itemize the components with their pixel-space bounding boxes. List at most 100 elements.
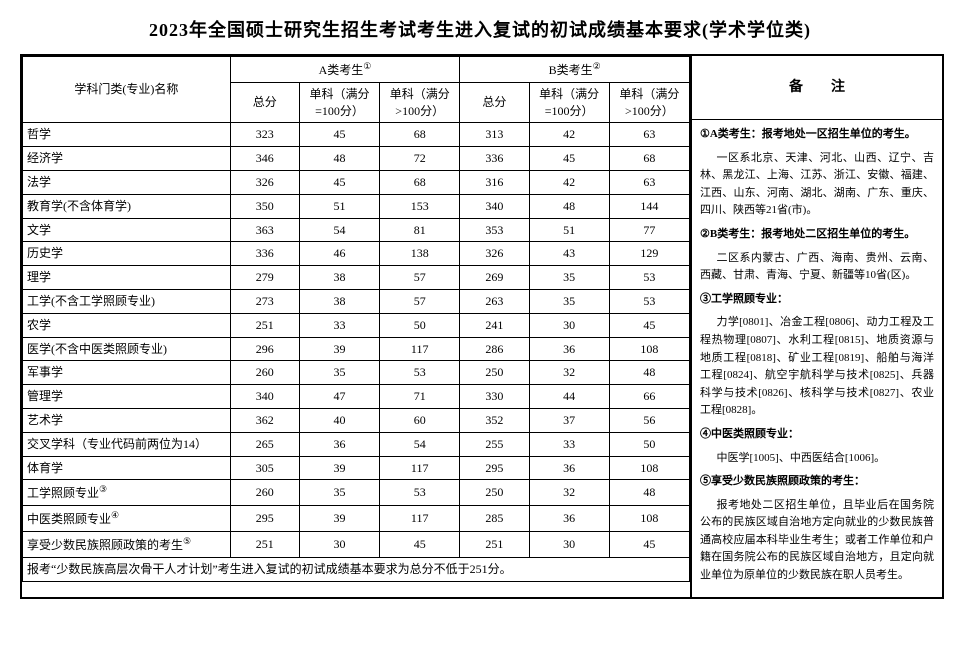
cell-score: 45 [529, 147, 609, 171]
cell-score: 44 [529, 385, 609, 409]
table-row: 工学(不含工学照顾专业)27338572633553 [23, 289, 690, 313]
cell-score: 51 [299, 194, 379, 218]
notes-panel: 备注 ①A类考生：报考地处一区招生单位的考生。一区系北京、天津、河北、山西、辽宁… [690, 56, 942, 597]
row-sup: ④ [111, 510, 119, 520]
cell-name: 军事学 [23, 361, 231, 385]
cell-score: 57 [380, 289, 460, 313]
cell-score: 30 [529, 313, 609, 337]
cell-score: 47 [299, 385, 379, 409]
cell-score: 241 [460, 313, 529, 337]
header-b-subgt100: 单科（满分>100分） [609, 82, 689, 123]
cell-score: 326 [460, 242, 529, 266]
cell-name: 理学 [23, 266, 231, 290]
cell-score: 352 [460, 408, 529, 432]
cell-name: 哲学 [23, 123, 231, 147]
table-row: 交叉学科（专业代码前两位为14）26536542553350 [23, 432, 690, 456]
cell-score: 153 [380, 194, 460, 218]
cell-score: 350 [230, 194, 299, 218]
cell-score: 250 [460, 480, 529, 506]
cell-score: 35 [299, 361, 379, 385]
header-b-total: 总分 [460, 82, 529, 123]
cell-score: 108 [609, 456, 689, 480]
cell-name: 历史学 [23, 242, 231, 266]
cell-score: 340 [230, 385, 299, 409]
cell-score: 68 [380, 123, 460, 147]
cell-name: 管理学 [23, 385, 231, 409]
cell-score: 36 [529, 337, 609, 361]
cell-name: 交叉学科（专业代码前两位为14） [23, 432, 231, 456]
table-row: 理学27938572693553 [23, 266, 690, 290]
cell-score: 50 [609, 432, 689, 456]
cell-score: 42 [529, 170, 609, 194]
cell-score: 117 [380, 456, 460, 480]
cell-score: 138 [380, 242, 460, 266]
cell-score: 336 [230, 242, 299, 266]
table-row: 中医类照顾专业④2953911728536108 [23, 506, 690, 532]
cell-score: 32 [529, 361, 609, 385]
cell-score: 260 [230, 361, 299, 385]
cell-score: 66 [609, 385, 689, 409]
cell-score: 37 [529, 408, 609, 432]
header-discipline: 学科门类(专业)名称 [23, 57, 231, 123]
cell-score: 45 [380, 531, 460, 557]
cell-score: 260 [230, 480, 299, 506]
cell-score: 108 [609, 506, 689, 532]
row-sup: ③ [99, 484, 107, 494]
notes-header: 备注 [692, 56, 942, 120]
table-row: 经济学34648723364568 [23, 147, 690, 171]
cell-score: 48 [609, 361, 689, 385]
cell-score: 40 [299, 408, 379, 432]
table-row: 艺术学36240603523756 [23, 408, 690, 432]
notes-body: ①A类考生：报考地处一区招生单位的考生。一区系北京、天津、河北、山西、辽宁、吉林… [692, 120, 942, 597]
cell-score: 43 [529, 242, 609, 266]
note-item: 二区系内蒙古、广西、海南、贵州、云南、西藏、甘肃、青海、宁夏、新疆等10省(区)… [700, 250, 934, 285]
cell-score: 265 [230, 432, 299, 456]
cell-score: 362 [230, 408, 299, 432]
cell-name: 经济学 [23, 147, 231, 171]
table-row: 体育学3053911729536108 [23, 456, 690, 480]
cell-score: 53 [380, 361, 460, 385]
cell-score: 295 [460, 456, 529, 480]
cell-score: 251 [230, 531, 299, 557]
cell-score: 30 [529, 531, 609, 557]
cell-score: 38 [299, 289, 379, 313]
table-row: 法学32645683164263 [23, 170, 690, 194]
table-row: 工学照顾专业③26035532503248 [23, 480, 690, 506]
table-row: 管理学34047713304466 [23, 385, 690, 409]
score-table: 学科门类(专业)名称 A类考生① B类考生② 总分 单科（满分=100分） 单科… [22, 56, 690, 582]
note-item: 一区系北京、天津、河北、山西、辽宁、吉林、黑龙江、上海、江苏、浙江、安徽、福建、… [700, 150, 934, 220]
cell-score: 50 [380, 313, 460, 337]
cell-score: 54 [299, 218, 379, 242]
footer-row: 报考“少数民族高层次骨干人才计划”考生进入复试的初试成绩基本要求为总分不低于25… [23, 557, 690, 581]
cell-score: 313 [460, 123, 529, 147]
sup-two: ② [593, 61, 601, 71]
cell-score: 251 [460, 531, 529, 557]
cell-score: 129 [609, 242, 689, 266]
cell-score: 251 [230, 313, 299, 337]
table-row: 医学(不含中医类照顾专业)2963911728636108 [23, 337, 690, 361]
cell-score: 353 [460, 218, 529, 242]
footer-cell: 报考“少数民族高层次骨干人才计划”考生进入复试的初试成绩基本要求为总分不低于25… [23, 557, 690, 581]
cell-score: 33 [529, 432, 609, 456]
cell-score: 48 [299, 147, 379, 171]
note-item: ⑤享受少数民族照顾政策的考生： [700, 473, 934, 491]
cell-score: 286 [460, 337, 529, 361]
cell-score: 250 [460, 361, 529, 385]
cell-score: 117 [380, 337, 460, 361]
table-row: 军事学26035532503248 [23, 361, 690, 385]
cell-score: 296 [230, 337, 299, 361]
cell-score: 68 [609, 147, 689, 171]
note-item: 力学[0801]、冶金工程[0806]、动力工程及工程热物理[0807]、水利工… [700, 314, 934, 420]
header-a-subgt100: 单科（满分>100分） [380, 82, 460, 123]
header-b-sub100: 单科（满分=100分） [529, 82, 609, 123]
cell-score: 36 [529, 456, 609, 480]
header-a-total: 总分 [230, 82, 299, 123]
cell-score: 45 [609, 313, 689, 337]
header-group-a: A类考生① [230, 57, 460, 83]
table-row: 享受少数民族照顾政策的考生⑤25130452513045 [23, 531, 690, 557]
cell-score: 63 [609, 170, 689, 194]
cell-score: 117 [380, 506, 460, 532]
cell-score: 35 [529, 266, 609, 290]
cell-score: 60 [380, 408, 460, 432]
sup-one: ① [363, 61, 371, 71]
